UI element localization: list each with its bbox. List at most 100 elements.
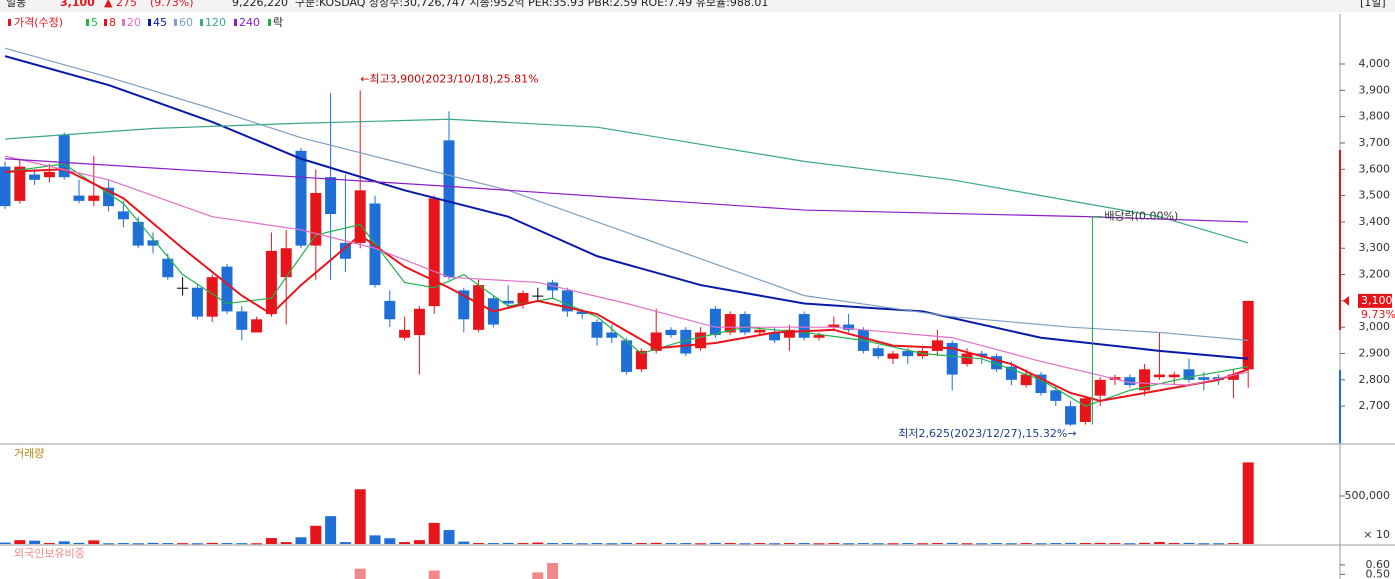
bar: [769, 543, 781, 545]
candle-body: [1079, 398, 1091, 422]
bar: [487, 543, 499, 545]
ma-line: [4, 118, 1249, 244]
candle-body: [769, 332, 781, 341]
legend-label: 가격(수정): [14, 16, 63, 29]
candle-body: [754, 329, 766, 333]
y-tick-label: 3,000: [1359, 320, 1391, 333]
candle-body: [117, 211, 129, 220]
panel-title: 거래량: [14, 447, 44, 460]
bar: [872, 543, 884, 545]
legend-label: 120: [205, 16, 226, 29]
legend: 가격(수정) 5 8 20 45 60 120 240 락: [8, 16, 283, 29]
candle-body: [458, 290, 470, 320]
candle-body: [650, 332, 662, 351]
candle-body: [147, 240, 159, 246]
bar: [206, 542, 218, 544]
bar: [650, 542, 662, 544]
bar: [1213, 543, 1225, 545]
legend-swatch: [268, 19, 271, 26]
bar: [413, 540, 425, 544]
bar: [502, 542, 514, 544]
candle-body: [310, 192, 322, 246]
candle-body: [991, 356, 1003, 370]
candle-body: [1153, 374, 1165, 378]
last-price-box: [1358, 293, 1392, 308]
candle-body: [946, 342, 958, 375]
bar: [843, 543, 855, 545]
bar: [473, 543, 485, 545]
bar: [517, 543, 529, 545]
y-tick-label: 3,800: [1359, 110, 1391, 123]
candle-body: [88, 195, 100, 201]
bar: [354, 489, 366, 544]
candle-body: [798, 314, 810, 338]
legend-label: 240: [239, 16, 260, 29]
bar: [783, 543, 795, 545]
candle-body: [1198, 377, 1210, 380]
last-price-marker: [1343, 295, 1349, 306]
legend-swatch: [200, 19, 203, 26]
legend-swatch: [174, 19, 177, 26]
candle-body: [1139, 369, 1151, 391]
header-bar: [0, 0, 1395, 12]
legend-swatch: [86, 19, 89, 26]
candle-body: [695, 332, 707, 349]
bar: [1109, 543, 1121, 545]
bar: [991, 543, 1003, 545]
candle-body: [191, 287, 203, 317]
candle-body: [828, 324, 840, 328]
bar: [946, 542, 958, 544]
y-tick-label: 2,700: [1359, 399, 1391, 412]
bar: [547, 543, 559, 545]
candle-body: [29, 174, 41, 180]
candle-body: [502, 300, 514, 304]
bar: [1242, 462, 1254, 544]
header-change: ▲ 275: [104, 0, 137, 9]
bar: [739, 543, 751, 545]
candle-body: [221, 266, 233, 312]
candle-body: [1020, 374, 1032, 386]
bar: [354, 568, 366, 579]
bar: [265, 538, 277, 544]
bar: [1094, 542, 1106, 544]
legend-label: 5: [91, 16, 98, 29]
candle-body: [680, 329, 692, 354]
header-volume: 9,226,220: [232, 0, 288, 9]
low-annotation: 최저2,625(2023/12/27),15.32%→: [898, 427, 1076, 440]
bar: [1168, 543, 1180, 545]
candle-body: [1227, 374, 1239, 380]
legend-label: 45: [153, 16, 167, 29]
y-tick-label: 0.50: [1366, 567, 1391, 579]
bar: [724, 543, 736, 545]
dividend-annotation: 배당락(0.00%): [1104, 210, 1178, 223]
unit-label: × 10: [1363, 528, 1390, 541]
candle-body: [58, 135, 70, 178]
candle-body: [473, 285, 485, 330]
bar: [147, 542, 159, 544]
bar: [1005, 543, 1017, 545]
candle-body: [73, 195, 85, 201]
bar: [828, 543, 840, 545]
bar: [976, 543, 988, 545]
panel-title: 외국인보유비중: [14, 547, 85, 560]
header-price: 3,100: [60, 0, 95, 9]
bar: [754, 543, 766, 545]
bar: [798, 543, 810, 545]
ma-line: [4, 55, 1249, 360]
bar: [43, 543, 55, 545]
bar: [0, 542, 11, 544]
bar: [1139, 542, 1151, 544]
candle-body: [532, 295, 544, 297]
candle-body: [872, 348, 884, 357]
candle-body: [251, 319, 263, 333]
y-tick-label: 3,400: [1359, 215, 1391, 228]
legend-swatch: [8, 19, 11, 26]
candle-body: [813, 335, 825, 338]
candle-body: [931, 340, 943, 351]
bar: [221, 543, 233, 545]
ma-line: [4, 168, 1249, 402]
header-change-pct: (9.73%): [150, 0, 194, 9]
bar: [58, 541, 70, 544]
bar: [917, 543, 929, 545]
